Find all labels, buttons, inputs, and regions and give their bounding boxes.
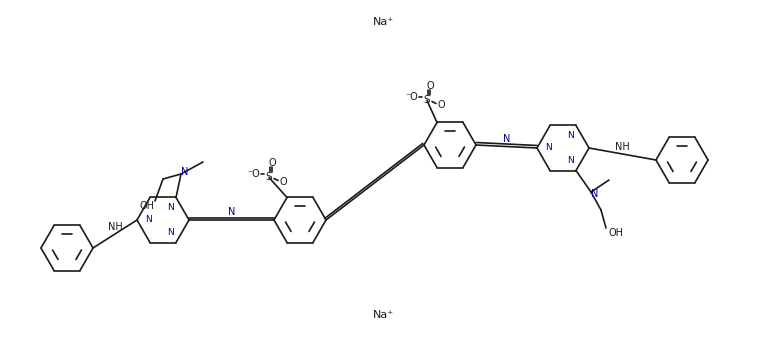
Text: N: N: [503, 134, 510, 144]
Text: N: N: [167, 228, 174, 237]
Text: OH: OH: [139, 201, 155, 211]
Text: ⁻O: ⁻O: [248, 169, 261, 179]
Text: OH: OH: [608, 228, 624, 238]
Text: N: N: [545, 144, 552, 152]
Text: N: N: [181, 167, 188, 177]
Text: Na⁺: Na⁺: [372, 310, 394, 320]
Text: NH: NH: [615, 142, 630, 152]
Text: O: O: [279, 177, 287, 188]
Text: N: N: [567, 131, 574, 140]
Text: O: O: [426, 81, 434, 92]
Text: NH: NH: [108, 222, 122, 232]
Text: O: O: [268, 159, 276, 168]
Text: ⁻O: ⁻O: [405, 93, 418, 102]
Text: N: N: [145, 216, 152, 224]
Text: N: N: [567, 156, 574, 165]
Text: N: N: [591, 189, 599, 199]
Text: S: S: [265, 172, 272, 183]
Text: O: O: [438, 100, 444, 111]
Text: S: S: [424, 95, 431, 105]
Text: N: N: [228, 207, 235, 217]
Text: N: N: [167, 203, 174, 212]
Text: Na⁺: Na⁺: [372, 17, 394, 27]
